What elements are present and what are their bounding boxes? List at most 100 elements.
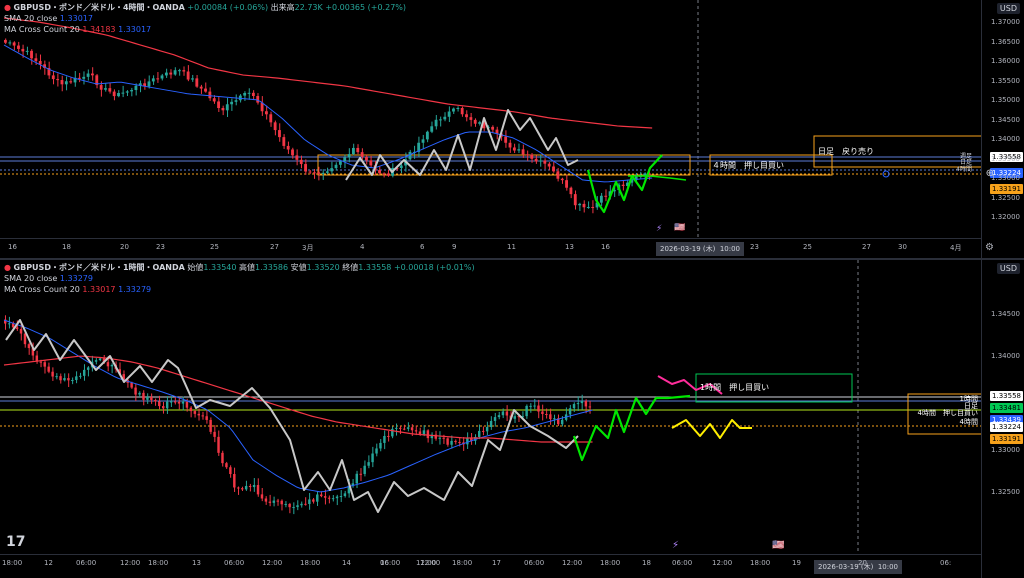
candle-1h-candle [442,437,445,439]
time-tick: 12:00 [712,559,733,567]
trend-zigzag-white [5,319,579,513]
candle-4h-candle [430,126,434,132]
annotation-daily-sell[interactable]: 日足 戻り売り [818,147,874,156]
candle-1h-candle [513,416,516,419]
candle-1h-candle [209,419,212,432]
candle-1h-candle [316,494,319,502]
candle-4h-candle [386,173,390,176]
candle-1h-candle [304,503,307,505]
candle-4h-candle [317,172,321,174]
candle-4h-candle [273,122,277,131]
macross-indicator-label[interactable]: MA Cross Count 20 [4,25,80,34]
candle-1h-candle [233,474,236,488]
candle-4h-candle [378,170,381,174]
time-tick: 23 [156,243,165,251]
candle-4h-candle [569,187,573,195]
candle-1h-candle [130,382,133,388]
annotation-1h-buy[interactable]: 1時間 押し目買い [700,383,770,392]
candle-4h-candle [243,92,247,96]
plot-area-4h[interactable] [0,0,982,238]
us-flag-event-icon[interactable]: 🇺🇸 [772,540,785,551]
sma-indicator-label[interactable]: SMA 20 close [4,14,58,23]
candle-4h-candle [530,154,534,159]
time-tick: 06:00 [224,559,245,567]
candle-4h-candle [99,85,103,90]
candle-4h-candle [269,114,273,123]
chart-pane-4h[interactable]: ● GBPUSD・ポンド／米ドル・4時間・OANDA +0.00084 (+0.… [0,0,1024,260]
candle-4h-candle [573,194,577,206]
time-tick: 20 [120,243,129,251]
us-flag-event-icon[interactable]: 🇺🇸 [674,223,686,233]
candle-4h-candle [138,83,142,86]
currency-selector[interactable]: USD [996,3,1020,14]
candle-4h-candle [164,72,168,76]
candle-4h-candle [186,71,190,80]
price-change: +0.00018 (+0.01%) [393,263,475,272]
settings-gear-icon[interactable]: ⚙ [985,242,994,253]
candle-1h-candle [434,434,437,439]
price-axis-1h[interactable]: USD 1.33558 1.33481 1.33439 1.33224 1.33… [981,260,1024,578]
line-tag-4h: 4時間 [959,418,978,426]
add-plus-icon[interactable]: ⊕ [985,168,994,179]
candle-1h-candle [584,400,588,407]
candle-1h-candle [67,378,70,381]
volume-value: 22.73K [294,3,323,12]
candle-4h-candle [217,101,220,109]
annotation-box-daily [813,135,982,168]
time-tick: 06: [940,559,952,567]
time-tick: 18:00 [148,559,169,567]
currency-selector[interactable]: USD [996,263,1020,274]
candle-4h-candle [504,136,508,143]
symbol-title[interactable]: GBPUSD・ポンド／米ドル・1時間・OANDA [13,263,185,272]
candle-1h-candle [379,442,382,449]
candle-4h-candle [95,75,99,86]
chart-pane-1h[interactable]: ● GBPUSD・ポンド／米ドル・1時間・OANDA 始値1.33540 高値1… [0,260,1024,578]
candle-1h-candle [347,485,351,494]
candle-1h-candle [588,406,592,408]
crosshair-time: 10:00 [719,245,741,253]
candle-1h-candle [94,360,98,362]
volume-label: 出来高 [270,3,295,12]
chart-canvas-4h[interactable] [0,0,982,238]
candle-4h-candle [543,160,547,164]
candle-4h-candle [265,111,268,115]
price-tick: 1.34500 [991,115,1020,124]
price-tick: 1.34000 [991,135,1020,143]
time-tick: 06:00 [524,559,545,567]
macross-value-2: 1.33279 [118,285,152,294]
annotation-4h-buy[interactable]: ４時間 押し目買い [712,161,784,170]
candle-4h-candle [108,88,112,92]
time-tick: 16 [380,559,389,567]
candle-4h-candle [91,73,94,76]
candle-4h-candle [330,168,334,172]
candle-1h-candle [292,507,295,509]
candle-4h-candle [312,172,316,174]
trend-zigzag-white [345,109,579,181]
candle-1h-candle [213,431,216,437]
time-axis-4h[interactable]: 16 18 20 23 25 27 3月 4 6 9 11 13 16 23 25 27 30 4月 [0,238,982,257]
time-axis-1h[interactable]: 18:00 12 06:00 12:00 18:00 13 06:00 12:00 18:00 1… [0,554,982,578]
symbol-title[interactable]: GBPUSD・ポンド／米ドル・4時間・OANDA [13,3,185,12]
candle-1h-candle [201,415,204,417]
chart-canvas-1h[interactable] [0,260,982,554]
trend-path-pink [657,375,723,395]
candle-4h-candle [634,176,638,181]
candle-4h-candle [473,119,477,124]
plot-area-1h[interactable] [0,260,982,554]
macross-indicator-label[interactable]: MA Cross Count 20 [4,285,80,294]
time-tick: 16 [8,243,17,251]
candle-4h-candle [425,131,429,140]
sma-line-1h [3,319,593,493]
lightning-event-icon[interactable]: ⚡ [656,224,663,234]
price-axis-4h[interactable]: USD 1.33558 1.33224 1.33191 1.37000 1.365… [981,0,1024,258]
lightning-event-icon[interactable]: ⚡ [672,540,680,551]
candle-1h-candle [363,465,366,474]
candle-4h-candle [8,42,12,44]
sma-indicator-label[interactable]: SMA 20 close [4,274,58,283]
candle-1h-candle [367,462,370,466]
candle-4h-candle [360,152,364,157]
tradingview-logo[interactable]: 17 [6,534,26,550]
candle-1h-candle [39,361,42,363]
high-value: 1.33586 [255,263,289,272]
candle-4h-candle [508,142,512,148]
